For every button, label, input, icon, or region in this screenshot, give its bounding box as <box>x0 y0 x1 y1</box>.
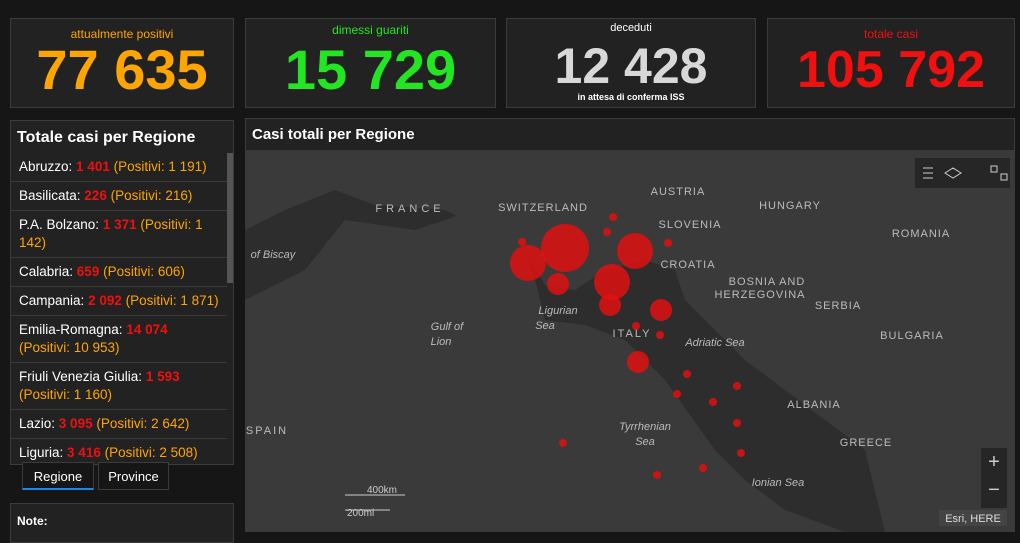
country-label: SWITZERLAND <box>498 202 588 214</box>
region-title: Totale casi per Regione <box>17 129 196 146</box>
country-label: AUSTRIA <box>651 186 706 198</box>
sea-label: Tyrrhenian <box>619 421 671 433</box>
region-total: 226 <box>84 188 107 203</box>
region-total: 2 092 <box>88 293 122 308</box>
region-total: 14 074 <box>126 322 168 337</box>
kpi-label: attualmente positivi <box>70 27 174 41</box>
note-panel: Note: <box>10 503 234 543</box>
region-panel: Totale casi per Regione Abruzzo: 1 401 (… <box>10 120 234 465</box>
svg-text:−: − <box>988 479 1000 501</box>
country-label: SLOVENIA <box>658 219 721 231</box>
sea-label: Gulf of <box>431 321 464 333</box>
region-name: Calabria: <box>19 264 74 279</box>
region-item[interactable]: Calabria: 659 (Positivi: 606) <box>11 258 227 287</box>
kpi-card: dimessi guariti 15 729 <box>245 18 496 108</box>
svg-text:+: + <box>988 451 1000 473</box>
country-label: SPAIN <box>246 425 288 437</box>
country-label: ALBANIA <box>787 399 840 411</box>
kpi-value: 12 428 <box>554 38 708 94</box>
kpi-card: deceduti 12 428 in attesa di conferma IS… <box>506 18 756 108</box>
region-item[interactable]: Liguria: 3 416 (Positivi: 2 508) <box>11 439 227 464</box>
sea-label: Ligurian <box>538 305 577 317</box>
country-label: ROMANIA <box>892 228 950 240</box>
region-total: 659 <box>76 264 100 279</box>
country-label: HERZEGOVINA <box>714 289 805 301</box>
region-name: Basilicata: <box>19 188 81 203</box>
kpi-card: totale casi 105 792 <box>767 18 1015 108</box>
sea-label: Ionian Sea <box>752 477 805 489</box>
map-title: Casi totali per Regione <box>252 126 415 143</box>
country-label: FRANCE <box>375 203 444 215</box>
kpi-card: attualmente positivi 77 635 <box>10 18 234 108</box>
sea-label: of Biscay <box>251 249 297 261</box>
region-positives: (Positivi: 1 160) <box>19 387 113 402</box>
region-positives: (Positivi: 216) <box>110 188 193 203</box>
sea-label: Sea <box>635 436 655 448</box>
country-label: BOSNIA AND <box>729 276 806 288</box>
region-positives: (Positivi: 2 508) <box>104 445 198 460</box>
scale-label: 200mi <box>347 508 374 519</box>
map[interactable]: FRANCE SWITZERLAND AUSTRIA SLOVENIA HUNGARY R… <box>245 150 1015 532</box>
sea-label: Adriatic Sea <box>684 337 744 349</box>
sea-label: Sea <box>535 320 555 332</box>
region-item[interactable]: Abruzzo: 1 401 (Positivi: 1 191) <box>11 153 227 182</box>
scrollbar[interactable] <box>227 153 233 283</box>
region-total: 3 416 <box>67 445 101 460</box>
region-item[interactable]: P.A. Bolzano: 1 371 (Positivi: 1 142) <box>11 211 227 258</box>
region-list[interactable]: Abruzzo: 1 401 (Positivi: 1 191) Basilic… <box>11 153 233 464</box>
region-item[interactable]: Lazio: 3 095 (Positivi: 2 642) <box>11 410 227 439</box>
region-positives: (Positivi: 2 642) <box>96 416 190 431</box>
kpi-value: 77 635 <box>36 38 208 101</box>
note: Note: <box>17 514 48 528</box>
region-total: 1 371 <box>102 217 137 232</box>
tab[interactable]: Province <box>98 462 169 490</box>
country-label: GREECE <box>840 437 892 449</box>
case-bubbles[interactable] <box>510 213 745 479</box>
country-label: SERBIA <box>815 300 861 312</box>
kpi-label: dimessi guariti <box>332 23 409 37</box>
kpi-label: deceduti <box>610 22 652 34</box>
region-name: P.A. Bolzano: <box>19 217 100 232</box>
tab[interactable]: Regione <box>22 462 94 490</box>
region-name: Friuli Venezia Giulia: <box>19 369 143 384</box>
country-label: ITALY <box>613 328 652 340</box>
kpi-note: in attesa di conferma ISS <box>577 92 685 102</box>
region-positives: (Positivi: 10 953) <box>19 340 120 355</box>
country-label: CROATIA <box>660 259 715 271</box>
region-name: Campania: <box>19 293 85 308</box>
attribution[interactable]: Esri, HERE <box>945 513 1001 525</box>
region-positives: (Positivi: 1 142) <box>19 217 203 250</box>
region-name: Lazio: <box>19 416 56 431</box>
region-total: 1 401 <box>76 159 110 174</box>
scale-label: 400km <box>367 485 397 496</box>
region-positives: (Positivi: 1 191) <box>113 159 207 174</box>
kpi-label: totale casi <box>863 27 919 41</box>
sea-label: Lion <box>431 336 452 348</box>
region-name: Abruzzo: <box>19 159 73 174</box>
country-label: HUNGARY <box>759 200 821 212</box>
region-positives: (Positivi: 606) <box>103 264 185 279</box>
region-name: Liguria: <box>19 445 64 460</box>
region-total: 1 593 <box>145 369 180 384</box>
region-name: Emilia-Romagna: <box>19 322 123 337</box>
region-total: 3 095 <box>58 416 93 431</box>
country-label: BULGARIA <box>880 330 944 342</box>
region-item[interactable]: Emilia-Romagna: 14 074 (Positivi: 10 953… <box>11 316 227 363</box>
region-item[interactable]: Campania: 2 092 (Positivi: 1 871) <box>11 287 227 316</box>
region-item[interactable]: Basilicata: 226 (Positivi: 216) <box>11 182 227 211</box>
kpi-value: 105 792 <box>797 41 985 99</box>
region-item[interactable]: Friuli Venezia Giulia: 1 593 (Positivi: … <box>11 363 227 410</box>
region-positives: (Positivi: 1 871) <box>125 293 219 308</box>
kpi-value: 15 729 <box>284 38 457 101</box>
